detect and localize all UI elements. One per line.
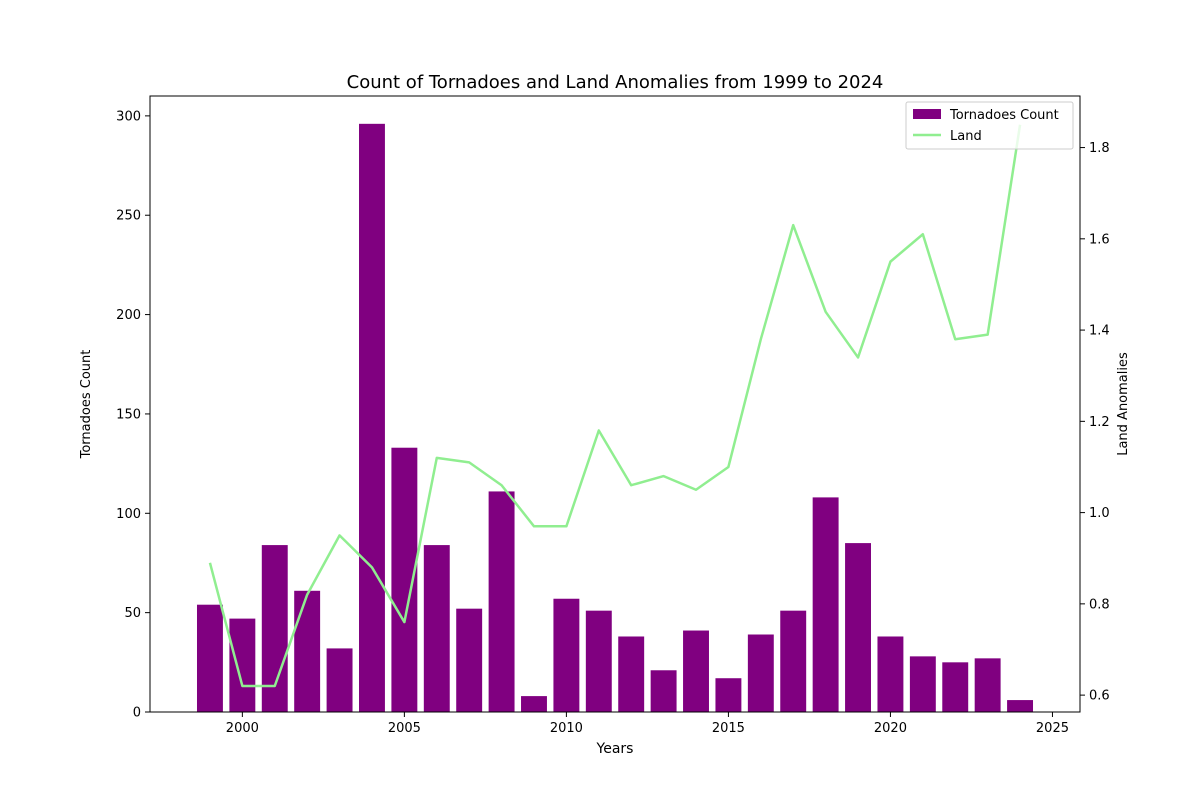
y-right-axis-label: Land Anomalies <box>1116 352 1131 456</box>
bar-2019 <box>845 543 871 712</box>
bar-series-tornadoes <box>196 123 1034 713</box>
y-right-tick-label-1.4: 1.4 <box>1089 324 1110 339</box>
x-tick-label-2020: 2020 <box>874 721 907 736</box>
bar-2009 <box>521 696 547 712</box>
y-right-tick-label-1: 1.0 <box>1089 506 1110 521</box>
x-tick-label-2025: 2025 <box>1036 721 1069 736</box>
y-left-tick-label-150: 150 <box>116 407 141 422</box>
bar-2024 <box>1007 700 1034 712</box>
bar-2023 <box>974 658 1001 712</box>
legend-label-tornadoes: Tornadoes Count <box>949 108 1059 123</box>
bar-2016 <box>747 634 774 712</box>
line-series-land <box>208 124 1022 688</box>
bar-2012 <box>618 636 645 712</box>
bar-2008 <box>488 491 515 712</box>
bar-2002 <box>294 590 321 712</box>
bar-1999 <box>196 604 223 712</box>
bar-2011 <box>585 610 612 712</box>
bar-2022 <box>942 662 969 712</box>
legend-swatch-tornadoes <box>913 109 941 119</box>
y-left-tick-label-50: 50 <box>124 606 141 621</box>
bar-2014 <box>683 630 709 712</box>
legend: Tornadoes Count Land <box>905 101 1074 150</box>
y-left-tick-label-250: 250 <box>116 209 141 224</box>
y-right-axis-ticks: 0.6 0.8 1.0 1.2 1.4 1.6 1.8 <box>1080 141 1110 704</box>
x-tick-label-2000: 2000 <box>226 721 259 736</box>
y-left-tick-label-200: 200 <box>116 308 141 323</box>
bar-2000 <box>229 618 256 712</box>
y-right-tick-label-0.8: 0.8 <box>1089 597 1110 612</box>
y-left-tick-label-300: 300 <box>116 109 141 124</box>
bar-2013 <box>650 670 677 712</box>
land-line <box>208 124 1022 688</box>
bar-2010 <box>553 598 580 712</box>
bar-2021 <box>909 656 936 712</box>
y-left-axis-ticks: 0 50 100 150 200 250 300 <box>116 109 150 721</box>
bar-2015 <box>715 678 742 712</box>
bar-2003 <box>326 648 353 712</box>
y-left-axis-label: Tornadoes Count <box>79 350 94 460</box>
x-axis-label: Years <box>596 741 634 757</box>
plot-frame <box>149 95 1081 713</box>
bar-2006 <box>423 545 450 712</box>
bar-2018 <box>812 497 839 712</box>
y-right-tick-label-1.2: 1.2 <box>1089 415 1110 430</box>
y-right-tick-label-1.6: 1.6 <box>1089 232 1110 247</box>
x-tick-label-2015: 2015 <box>712 721 745 736</box>
bar-2020 <box>877 636 904 712</box>
bar-2004 <box>359 123 385 713</box>
y-right-tick-label-1.8: 1.8 <box>1089 141 1110 156</box>
x-tick-label-2005: 2005 <box>388 721 421 736</box>
y-left-tick-label-0: 0 <box>133 706 141 721</box>
bar-2007 <box>456 608 483 712</box>
y-left-tick-label-100: 100 <box>116 507 141 522</box>
y-right-tick-label-0.6: 0.6 <box>1089 689 1110 704</box>
x-axis-ticks: 2000 2005 2010 2015 2020 2025 <box>226 712 1069 736</box>
legend-frame <box>905 101 1074 150</box>
x-tick-label-2010: 2010 <box>550 721 583 736</box>
legend-label-land: Land <box>950 129 982 144</box>
bar-2017 <box>780 610 807 712</box>
chart-title: Count of Tornadoes and Land Anomalies fr… <box>347 72 884 93</box>
